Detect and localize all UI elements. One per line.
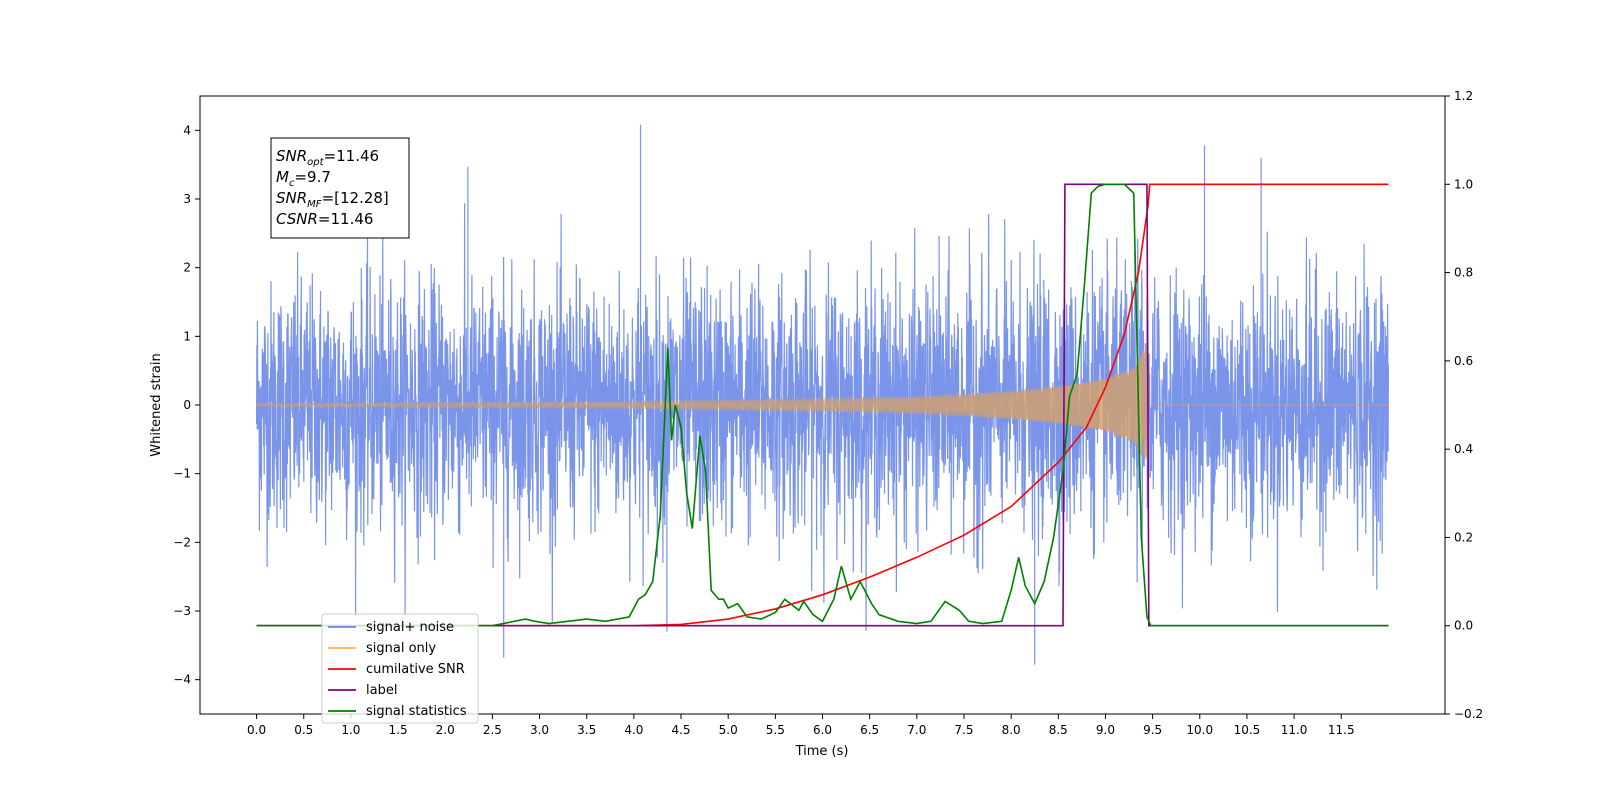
right-y-tick-label: −0.2 <box>1454 707 1483 721</box>
x-tick-label: 0.0 <box>247 723 266 737</box>
legend-label: signal statistics <box>366 704 467 719</box>
plot-series-layer <box>256 124 1389 665</box>
x-tick-label: 10.0 <box>1186 723 1213 737</box>
x-tick-label: 3.5 <box>577 723 596 737</box>
series-signal-only <box>256 343 1389 465</box>
right-y-tick-label: 1.0 <box>1454 177 1473 191</box>
legend-frame <box>321 613 479 724</box>
right-y-tick-label: 0.0 <box>1454 619 1473 633</box>
x-tick-label: 9.0 <box>1096 723 1115 737</box>
x-tick-label: 1.5 <box>389 723 408 737</box>
x-tick-label: 5.5 <box>766 723 785 737</box>
x-tick-label: 1.0 <box>341 723 360 737</box>
legend-label: label <box>366 683 397 698</box>
right-y-tick-label: 0.8 <box>1454 266 1473 280</box>
x-tick-label: 9.5 <box>1143 723 1162 737</box>
x-tick-label: 2.5 <box>483 723 502 737</box>
series-signal-statistics <box>256 183 1389 627</box>
x-tick-label: 6.0 <box>813 723 832 737</box>
right-y-axis-ticks: 1.2 1.0 0.8 0.6 0.4 0.2 0.0 −0.2 <box>1445 89 1483 721</box>
annotation-frame <box>270 137 410 239</box>
x-axis-label: Time (s) <box>795 744 849 759</box>
legend-label: cumilative SNR <box>366 662 465 677</box>
left-y-tick-label: −2 <box>173 535 191 549</box>
left-y-tick-label: 4 <box>183 123 191 137</box>
legend-label: signal only <box>366 641 436 656</box>
right-y-tick-label: 0.2 <box>1454 530 1473 544</box>
annotation-line: SNRMF=[12.28] <box>276 189 389 210</box>
right-y-tick-label: 0.6 <box>1454 354 1473 368</box>
x-tick-label: 11.0 <box>1281 723 1308 737</box>
right-y-tick-label: 1.2 <box>1454 89 1473 103</box>
x-tick-label: 4.5 <box>671 723 690 737</box>
x-tick-label: 5.0 <box>719 723 738 737</box>
left-y-axis-ticks: 4 3 2 1 0 −1 −2 −3 −4 <box>173 123 200 687</box>
x-tick-label: 6.5 <box>860 723 879 737</box>
series-signal-noise <box>256 124 1389 665</box>
left-y-tick-label: −1 <box>173 467 191 481</box>
left-y-tick-label: 3 <box>183 192 191 206</box>
x-tick-label: 4.0 <box>624 723 643 737</box>
left-y-axis-label: Whitened strain <box>149 353 164 456</box>
x-tick-label: 3.0 <box>530 723 549 737</box>
annotation-line: CSNR=11.46 <box>276 210 373 228</box>
x-tick-label: 0.5 <box>294 723 313 737</box>
x-tick-label: 8.0 <box>1002 723 1021 737</box>
left-y-tick-label: 1 <box>183 329 191 343</box>
series-cumulative-snr <box>256 183 1389 627</box>
left-y-tick-label: 2 <box>183 261 191 275</box>
right-y-tick-label: 0.4 <box>1454 442 1473 456</box>
x-tick-label: 10.5 <box>1234 723 1261 737</box>
annotation-box: SNRopt=11.46Mc=9.7SNRMF=[12.28]CSNR=11.4… <box>270 137 410 239</box>
x-tick-label: 8.5 <box>1049 723 1068 737</box>
legend-label: signal+ noise <box>366 620 454 635</box>
legend: signal+ noise signal only cumilative SNR la… <box>321 613 479 724</box>
x-tick-label: 2.0 <box>436 723 455 737</box>
x-tick-label: 7.0 <box>907 723 926 737</box>
left-y-tick-label: −4 <box>173 673 191 687</box>
annotation-line: SNRopt=11.46 <box>276 147 379 168</box>
x-tick-label: 11.5 <box>1328 723 1355 737</box>
x-tick-label: 7.5 <box>954 723 973 737</box>
x-axis-ticks: 0.0 0.5 1.0 1.5 2.0 2.5 3.0 3.5 4.0 4.5 5.0 5.5 6.0 6… <box>247 714 1355 737</box>
left-y-tick-label: −3 <box>173 604 191 618</box>
left-y-tick-label: 0 <box>183 398 191 412</box>
annotation-line: Mc=9.7 <box>276 168 331 189</box>
